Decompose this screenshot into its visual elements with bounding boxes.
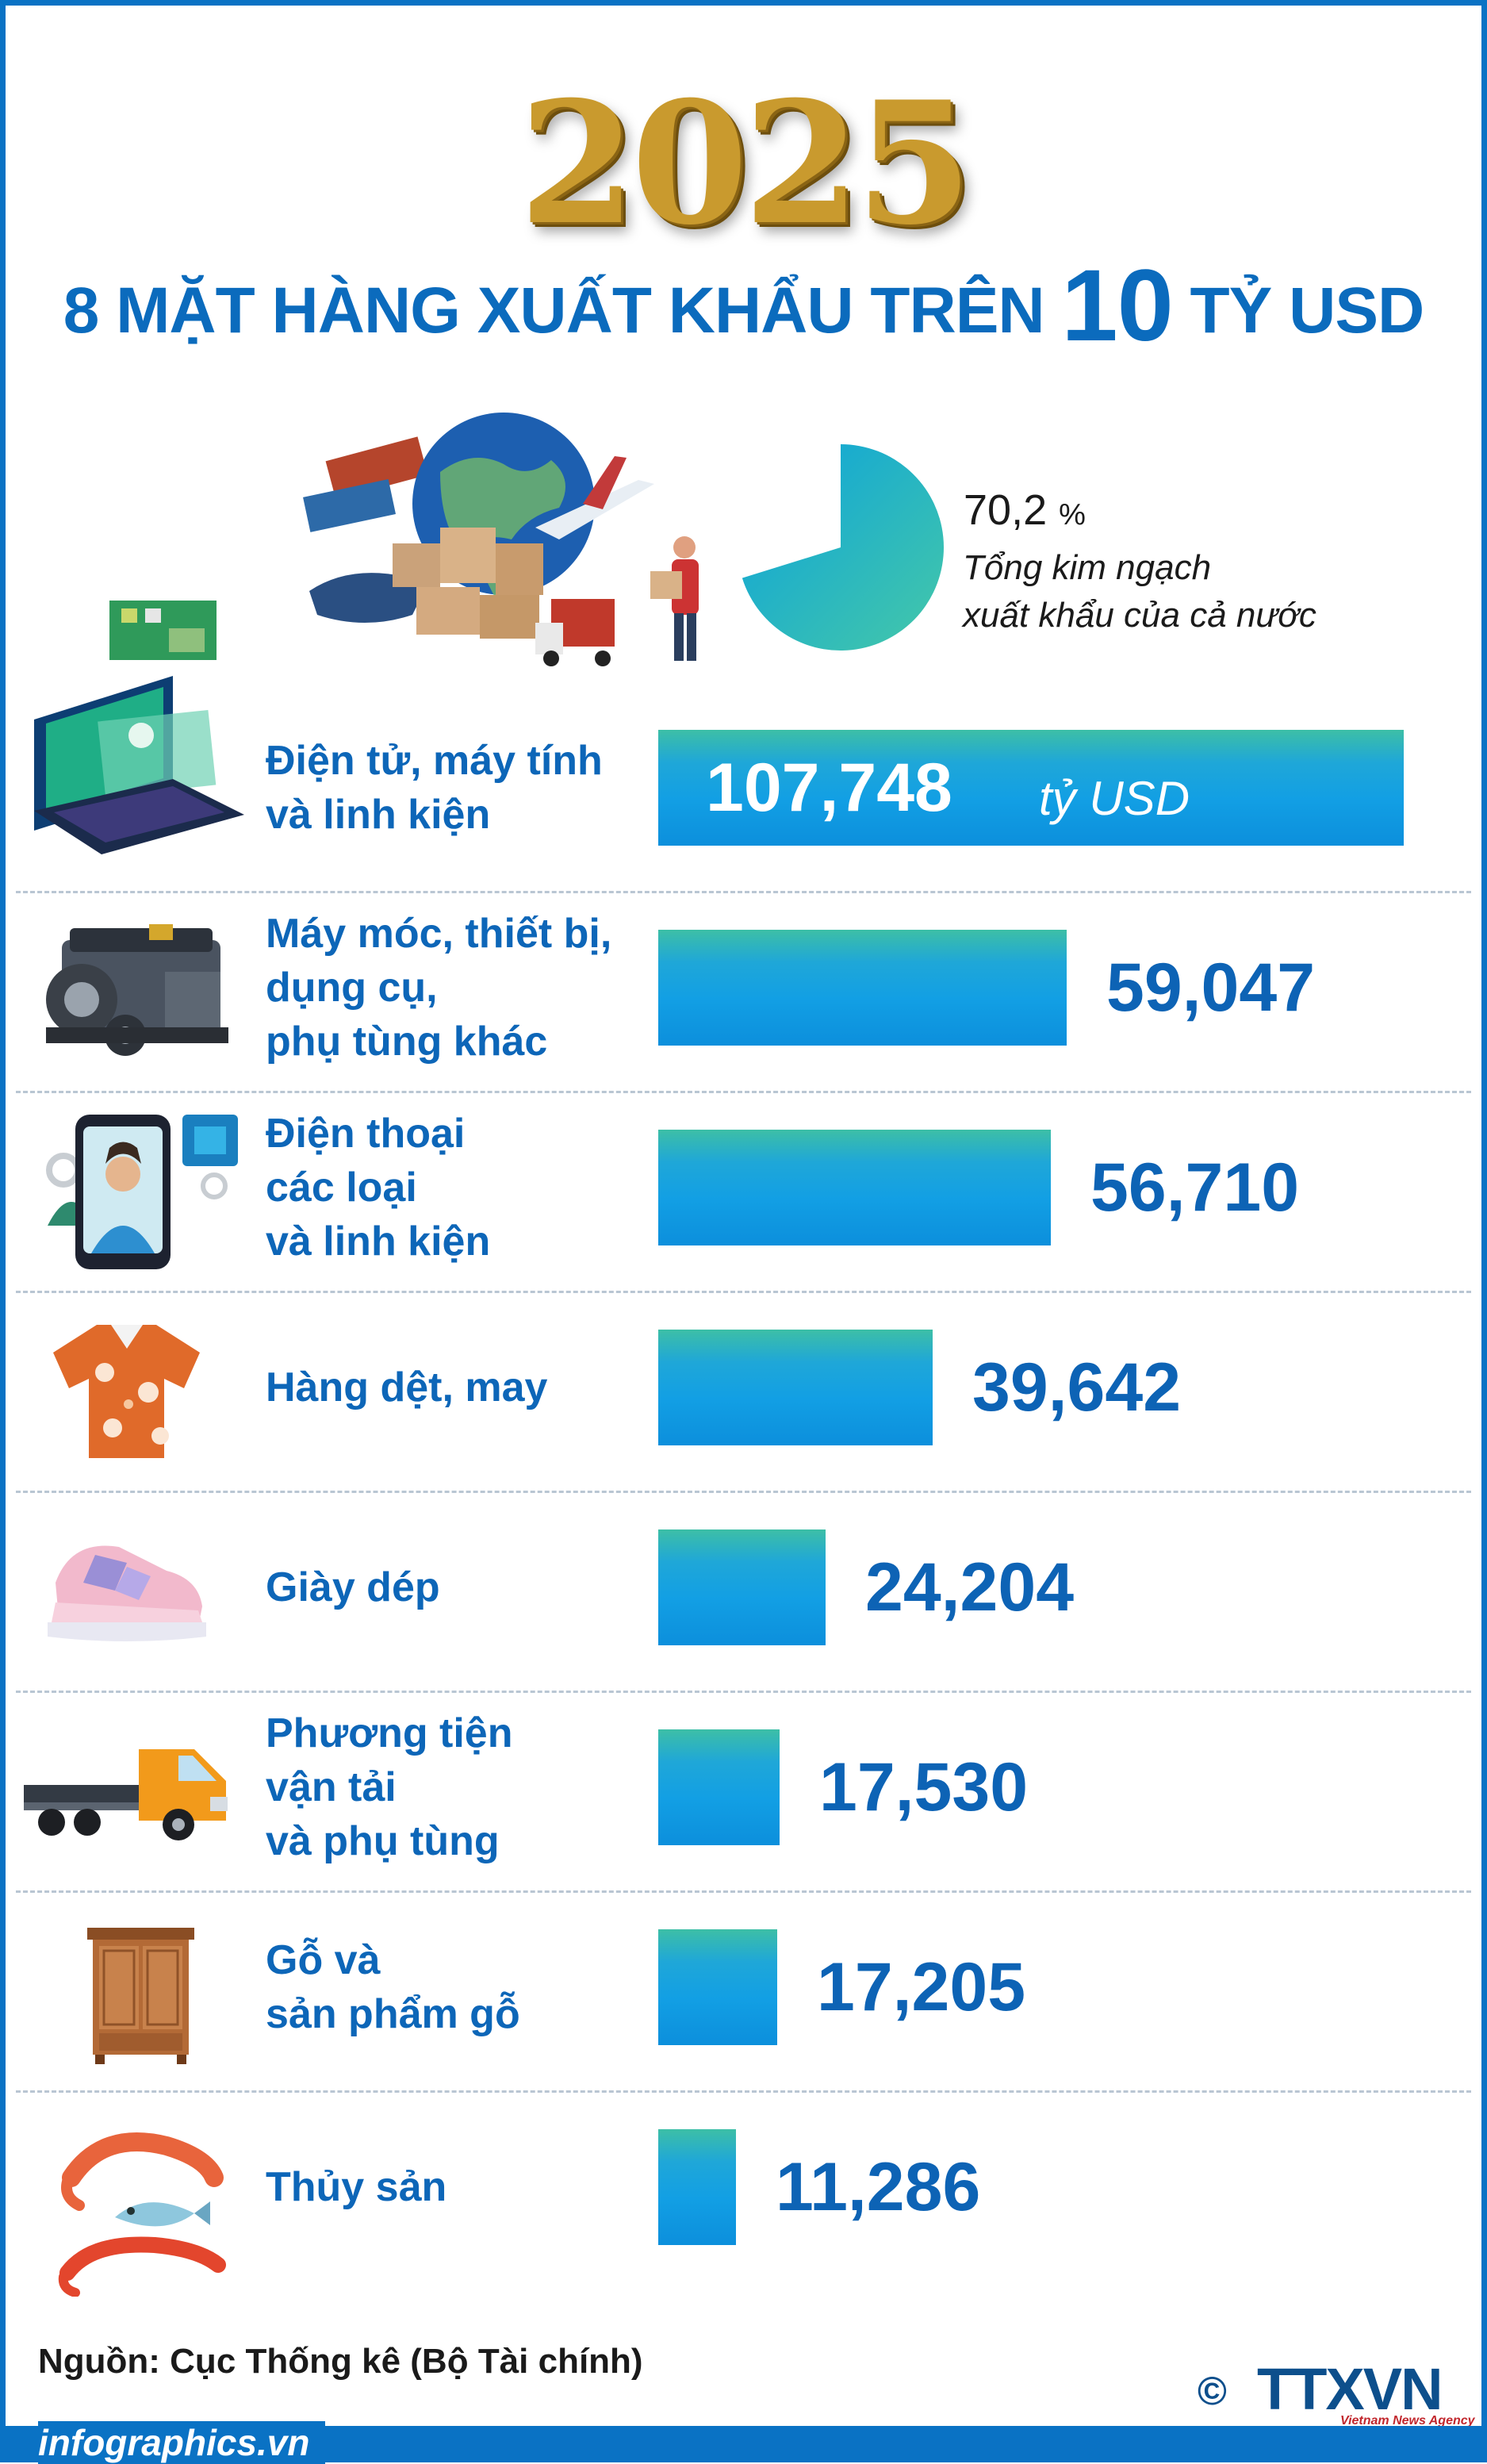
value-label: 17,205 <box>817 1949 1026 2025</box>
smartphone-icon <box>46 1115 238 1269</box>
title-part1: 8 MẶT HÀNG XUẤT KHẨU TRÊN <box>63 274 1062 347</box>
wardrobe-icon <box>87 1928 194 2064</box>
seafood-icon <box>58 2132 226 2297</box>
value-label: 17,530 <box>819 1749 1029 1825</box>
value-label: 59,047 <box>1106 950 1316 1026</box>
value-label: 11,286 <box>776 2149 981 2225</box>
share-pie <box>742 444 944 651</box>
share-symbol: % <box>1059 498 1086 532</box>
category-label: Giày dép <box>266 1564 440 1610</box>
row-separator <box>16 1291 1471 1293</box>
bar <box>658 730 1404 846</box>
share-number: 70,2 <box>964 486 1048 534</box>
share-caption: Tổng kim ngạch xuất khẩu của cả nước <box>963 544 1316 639</box>
value-label: 56,710 <box>1090 1149 1300 1226</box>
share-caption-line1: Tổng kim ngạch <box>963 548 1212 587</box>
bar <box>658 1929 777 2045</box>
row-separator <box>16 2090 1471 2093</box>
year-heading: 2025 <box>519 64 972 262</box>
truck-icon <box>24 1749 228 1840</box>
title-part3: TỶ USD <box>1172 274 1425 347</box>
category-label: Gỗ và sản phẩm gỗ <box>266 1937 520 2037</box>
engine-icon <box>46 924 228 1056</box>
global-trade-icon <box>303 413 699 666</box>
share-value: 70,2 % <box>964 486 1086 535</box>
category-label: Điện tử, máy tính và linh kiện <box>266 738 603 838</box>
bar <box>658 930 1067 1046</box>
row-separator <box>16 1890 1471 1893</box>
page-title: 8 MẶT HÀNG XUẤT KHẨU TRÊN 10 TỶ USD <box>0 255 1487 357</box>
bar <box>658 2129 736 2245</box>
row-separator <box>16 1091 1471 1093</box>
bar <box>658 1529 826 1645</box>
ttxvn-logo: TTXVN <box>1257 2356 1443 2422</box>
category-label: Phương tiện vận tải và phụ tùng <box>266 1710 513 1864</box>
category-label: Điện thoại các loại và linh kiện <box>266 1111 491 1265</box>
share-caption-line2: xuất khẩu của cả nước <box>963 596 1316 635</box>
source-note: Nguồn: Cục Thống kê (Bộ Tài chính) <box>38 2342 643 2381</box>
title-number: 10 <box>1061 249 1173 363</box>
bar <box>658 1130 1051 1245</box>
shirt-icon <box>53 1325 200 1458</box>
pie-slice-share <box>742 444 944 651</box>
value-label: 24,204 <box>865 1549 1075 1625</box>
copyright-icon: © <box>1198 2369 1227 2413</box>
value-label: 39,642 <box>972 1349 1182 1426</box>
row-separator <box>16 1491 1471 1493</box>
unit-label: tỷ USD <box>1039 772 1190 825</box>
category-label: Máy móc, thiết bị, dụng cụ, phụ tùng khác <box>266 911 612 1065</box>
footer-site-link[interactable]: infographics.vn <box>38 2421 326 2464</box>
row-separator <box>16 891 1471 893</box>
category-label: Thủy sản <box>266 2164 447 2210</box>
ttxvn-logo-subtitle: Vietnam News Agency <box>1340 2414 1475 2428</box>
bar <box>658 1729 780 1845</box>
bar <box>658 1330 933 1445</box>
value-label: 107,748 <box>706 750 952 826</box>
category-label: Hàng dệt, may <box>266 1364 548 1410</box>
shoe-icon <box>48 1545 206 1641</box>
row-separator <box>16 1691 1471 1693</box>
laptop-icon <box>34 601 244 854</box>
